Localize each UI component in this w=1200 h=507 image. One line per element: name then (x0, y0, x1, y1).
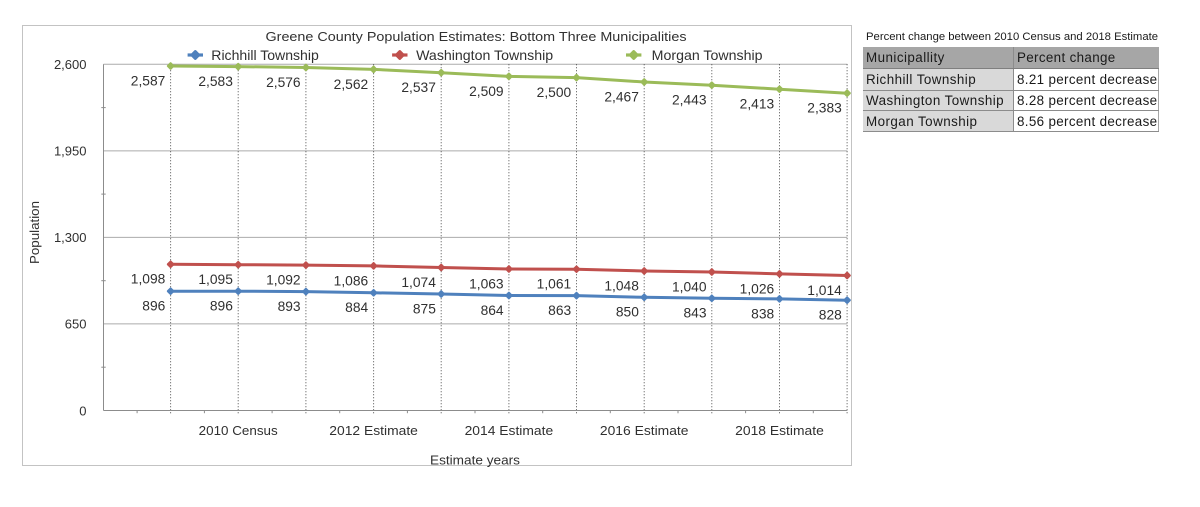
svg-text:893: 893 (278, 299, 301, 314)
svg-text:875: 875 (413, 301, 436, 316)
svg-text:1,950: 1,950 (54, 144, 87, 159)
svg-text:2016 Estimate: 2016 Estimate (600, 423, 689, 438)
svg-text:Morgan Township: Morgan Township (652, 48, 763, 63)
svg-text:1,061: 1,061 (537, 277, 572, 292)
svg-text:828: 828 (819, 308, 842, 323)
svg-text:863: 863 (548, 303, 571, 318)
svg-text:650: 650 (65, 317, 87, 332)
svg-text:Richhill Township: Richhill Township (211, 48, 318, 63)
svg-text:2,576: 2,576 (266, 75, 301, 90)
svg-text:2,383: 2,383 (807, 101, 842, 116)
svg-text:2,509: 2,509 (469, 84, 504, 99)
svg-text:Estimate years: Estimate years (430, 453, 521, 468)
svg-text:1,086: 1,086 (334, 273, 369, 288)
svg-text:2018 Estimate: 2018 Estimate (735, 423, 824, 438)
svg-text:1,063: 1,063 (469, 276, 504, 291)
svg-text:2,500: 2,500 (537, 85, 572, 100)
svg-text:2012 Estimate: 2012 Estimate (329, 423, 418, 438)
svg-text:2014 Estimate: 2014 Estimate (465, 423, 554, 438)
svg-text:884: 884 (345, 300, 368, 315)
svg-text:838: 838 (751, 306, 774, 321)
svg-text:Washington Township: Washington Township (416, 48, 553, 63)
svg-text:Greene County Population Estim: Greene County Population Estimates: Bott… (266, 29, 687, 44)
svg-text:896: 896 (142, 299, 165, 314)
svg-text:2,467: 2,467 (604, 89, 639, 104)
svg-text:2,600: 2,600 (54, 57, 87, 72)
svg-text:1,040: 1,040 (672, 279, 707, 294)
svg-text:1,026: 1,026 (740, 281, 775, 296)
svg-text:843: 843 (683, 306, 706, 321)
svg-text:2,583: 2,583 (198, 74, 233, 89)
svg-text:2,413: 2,413 (740, 97, 775, 112)
svg-text:1,092: 1,092 (266, 273, 301, 288)
svg-text:2,562: 2,562 (334, 77, 369, 92)
svg-text:1,048: 1,048 (604, 278, 639, 293)
svg-text:2,587: 2,587 (131, 73, 166, 88)
svg-text:2,537: 2,537 (401, 80, 436, 95)
svg-text:2010 Census: 2010 Census (199, 423, 278, 438)
svg-text:1,014: 1,014 (807, 283, 842, 298)
svg-text:1,095: 1,095 (198, 272, 233, 287)
svg-text:850: 850 (616, 305, 639, 320)
svg-text:1,098: 1,098 (131, 272, 166, 287)
svg-text:Population: Population (27, 201, 42, 264)
svg-text:0: 0 (79, 403, 86, 418)
svg-text:2,443: 2,443 (672, 93, 707, 108)
svg-text:1,074: 1,074 (401, 275, 436, 290)
svg-text:896: 896 (210, 299, 233, 314)
svg-text:864: 864 (481, 303, 504, 318)
svg-text:1,300: 1,300 (54, 230, 87, 245)
